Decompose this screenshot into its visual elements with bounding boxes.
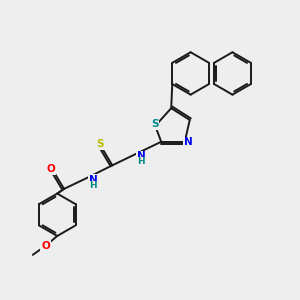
- Text: S: S: [151, 119, 158, 129]
- Text: O: O: [46, 164, 55, 174]
- Text: N: N: [88, 175, 97, 185]
- Text: H: H: [89, 182, 97, 190]
- Text: N: N: [137, 152, 146, 161]
- Text: S: S: [96, 139, 104, 149]
- Text: O: O: [41, 241, 50, 251]
- Text: H: H: [137, 157, 145, 166]
- Text: N: N: [184, 137, 193, 147]
